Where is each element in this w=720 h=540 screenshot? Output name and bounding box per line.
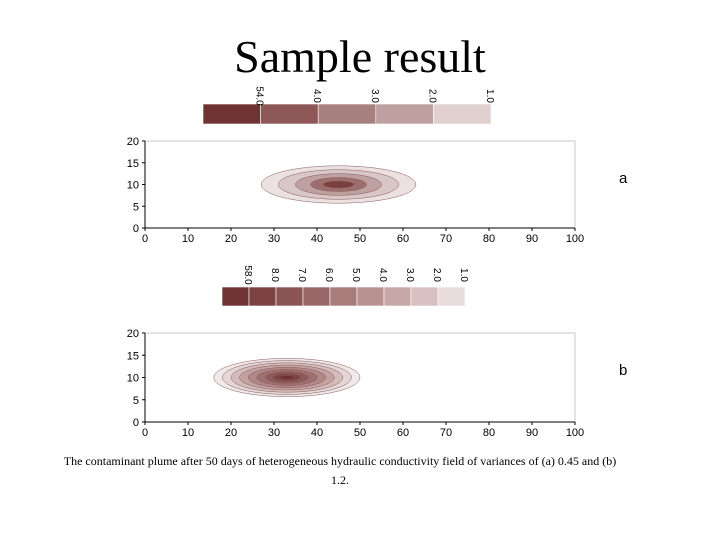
colorbar-label-b-6: 3.0 [404, 268, 415, 282]
colorbar-label-b-7: 2.0 [431, 268, 442, 282]
colorbar-swatch-a-3 [375, 103, 434, 125]
colorbar-label-a-4: 1.0 [484, 89, 495, 103]
colorbar-label-b-1: 8.0 [269, 268, 280, 282]
x-tick-label-a-3: 30 [268, 233, 280, 245]
y-tick-label-a-4: 20 [127, 136, 139, 148]
colorbar-label-b-0: 58.0 [242, 265, 253, 285]
colorbar-label-b-3: 6.0 [323, 268, 334, 282]
x-tick-label-a-6: 60 [397, 233, 409, 245]
colorbar-swatch-b-7 [410, 286, 439, 307]
colorbar-swatch-b-6 [383, 286, 412, 307]
colorbar-swatch-a-4 [433, 103, 492, 125]
colorbar-label-a-3: 2.0 [426, 89, 437, 103]
y-tick-label-a-0: 0 [133, 223, 139, 235]
figure-caption: The contaminant plume after 50 days of h… [63, 454, 617, 487]
x-tick-label-a-7: 70 [440, 233, 452, 245]
colorbar-swatch-a-0 [202, 103, 261, 125]
contour-b-8 [278, 375, 295, 380]
x-tick-label-b-4: 40 [311, 427, 323, 439]
x-tick-label-a-1: 10 [182, 233, 194, 245]
x-tick-label-b-1: 10 [182, 427, 194, 439]
colorbar-swatch-b-3 [302, 286, 331, 307]
colorbar-label-b-8: 1.0 [458, 268, 469, 282]
colorbar-swatch-a-1 [260, 103, 319, 125]
x-tick-label-b-10: 100 [566, 427, 584, 439]
x-tick-label-a-2: 20 [225, 233, 237, 245]
colorbar-label-a-1: 4.0 [311, 89, 322, 103]
colorbar-swatch-a-2 [317, 103, 377, 125]
colorbar-label-b-5: 4.0 [377, 268, 388, 282]
x-tick-label-a-0: 0 [142, 233, 148, 245]
y-tick-label-a-1: 5 [133, 201, 139, 213]
colorbar-swatch-b-2 [275, 286, 304, 307]
colorbar-swatch-b-1 [248, 286, 277, 307]
x-tick-label-a-9: 90 [526, 233, 538, 245]
colorbar-swatch-b-0 [221, 286, 250, 307]
colorbar-swatch-b-5 [356, 286, 385, 307]
x-tick-label-b-3: 30 [268, 427, 280, 439]
y-tick-label-b-3: 15 [127, 350, 139, 362]
x-tick-label-b-2: 20 [225, 427, 237, 439]
x-tick-label-a-4: 40 [311, 233, 323, 245]
x-tick-label-b-0: 0 [142, 427, 148, 439]
colorbar-label-a-2: 3.0 [369, 89, 380, 103]
x-tick-label-a-8: 80 [483, 233, 495, 245]
x-tick-label-b-7: 70 [440, 427, 452, 439]
x-tick-label-a-5: 50 [354, 233, 366, 245]
x-tick-label-b-6: 60 [397, 427, 409, 439]
x-tick-label-b-9: 90 [526, 427, 538, 439]
x-tick-label-b-5: 50 [354, 427, 366, 439]
panel-label-a: a [619, 170, 628, 187]
panel-label-b: b [619, 362, 628, 379]
colorbar-swatch-b-4 [329, 286, 358, 307]
x-tick-label-a-10: 100 [566, 233, 584, 245]
y-tick-label-b-2: 10 [127, 373, 139, 385]
colorbar-swatch-b-8 [437, 286, 466, 307]
colorbar-label-b-2: 7.0 [296, 268, 307, 282]
y-tick-label-b-0: 0 [133, 417, 139, 429]
y-tick-label-b-4: 20 [127, 328, 139, 340]
x-tick-label-b-8: 80 [483, 427, 495, 439]
slide-title: Sample result [234, 31, 486, 82]
colorbar-label-b-4: 5.0 [350, 268, 361, 282]
y-tick-label-b-1: 5 [133, 395, 139, 407]
y-tick-label-a-3: 15 [127, 158, 139, 170]
colorbar-label-a-0: 54.0 [254, 86, 265, 106]
y-tick-label-a-2: 10 [127, 180, 139, 192]
contour-a-4 [323, 180, 354, 189]
